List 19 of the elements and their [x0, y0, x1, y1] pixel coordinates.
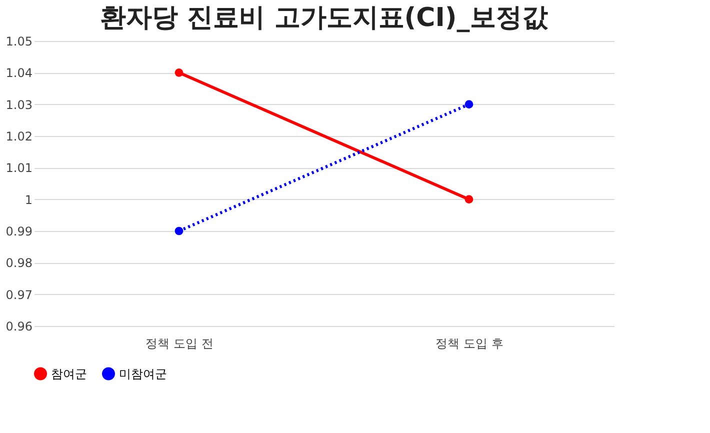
chart-title: 환자당 진료비 고가도지표(CI)_보정값 — [100, 3, 548, 33]
y-tick-label: 1 — [24, 192, 32, 207]
legend-label: 참여군 — [51, 366, 87, 381]
point — [464, 100, 474, 109]
point — [174, 226, 184, 236]
x-tick-label: 정책 도입 후 — [436, 336, 504, 350]
y-tick-label: 1.04 — [6, 66, 32, 80]
y-tick-label: 1.03 — [6, 98, 32, 112]
y-tick-label: 0.98 — [6, 256, 32, 270]
point — [174, 68, 184, 77]
y-tick-label: 0.96 — [6, 320, 32, 334]
x-tick-label: 정책 도입 전 — [146, 336, 214, 350]
y-tick-label: 1.02 — [6, 130, 32, 144]
y-tick-label: 0.99 — [6, 224, 32, 238]
y-tick-label: 0.97 — [6, 288, 32, 302]
legend-label: 미참여군 — [119, 366, 167, 381]
y-tick-label: 1.01 — [6, 161, 32, 176]
point — [464, 195, 474, 204]
y-tick-label: 1.05 — [6, 34, 32, 48]
